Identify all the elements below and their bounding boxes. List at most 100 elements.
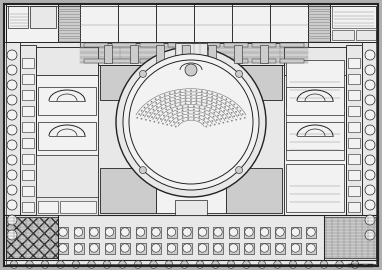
Circle shape [220, 118, 222, 120]
Bar [36, 155, 98, 215]
Bar [197, 243, 207, 254]
Circle shape [160, 118, 162, 120]
Circle shape [178, 122, 180, 124]
Circle shape [215, 109, 217, 110]
Circle shape [7, 215, 17, 225]
Circle shape [164, 94, 166, 96]
Circle shape [213, 116, 214, 117]
Circle shape [365, 110, 375, 120]
Bar [22, 90, 34, 100]
Bar [84, 59, 108, 63]
Circle shape [240, 118, 241, 120]
Circle shape [202, 122, 204, 124]
Circle shape [185, 93, 186, 95]
Circle shape [193, 112, 195, 113]
Circle shape [235, 111, 237, 113]
Bar [140, 43, 164, 47]
Circle shape [365, 200, 375, 210]
Circle shape [180, 103, 181, 105]
Bar [358, 264, 363, 267]
Circle shape [181, 261, 188, 268]
Circle shape [88, 261, 95, 268]
Bar [270, 4, 308, 42]
Circle shape [199, 109, 200, 111]
Circle shape [167, 244, 176, 252]
Circle shape [26, 261, 33, 268]
Circle shape [289, 261, 297, 268]
Circle shape [165, 109, 167, 110]
Circle shape [196, 96, 197, 98]
Bar [228, 227, 238, 238]
Bar [182, 45, 190, 63]
Circle shape [179, 93, 181, 95]
Bar [105, 227, 115, 238]
Circle shape [182, 106, 183, 108]
Circle shape [204, 107, 206, 109]
Circle shape [169, 96, 171, 98]
Circle shape [105, 244, 114, 252]
Bar [22, 58, 34, 68]
Bar [332, 6, 376, 28]
Bar [197, 227, 207, 238]
Circle shape [185, 99, 186, 101]
Circle shape [57, 261, 64, 268]
Circle shape [190, 99, 192, 101]
Bar [112, 59, 136, 63]
Bar [332, 30, 354, 40]
Circle shape [365, 80, 375, 90]
Circle shape [136, 244, 145, 252]
Bar [244, 243, 254, 254]
Bar [280, 43, 304, 47]
Circle shape [274, 261, 281, 268]
Bar [348, 106, 360, 116]
Circle shape [210, 125, 211, 126]
Circle shape [174, 94, 176, 96]
Bar [38, 201, 58, 213]
Bar [22, 122, 34, 132]
Circle shape [172, 113, 173, 115]
Circle shape [206, 101, 208, 103]
Bar [348, 264, 353, 267]
Circle shape [244, 117, 246, 119]
Bar [228, 243, 238, 254]
Bar [80, 4, 118, 42]
Bar [232, 4, 270, 42]
Bar [182, 243, 192, 254]
Circle shape [179, 90, 181, 92]
Circle shape [206, 91, 208, 93]
Bar [22, 170, 34, 180]
Circle shape [183, 244, 191, 252]
Circle shape [216, 101, 218, 103]
Bar [330, 4, 378, 42]
Bar [60, 201, 96, 213]
Circle shape [166, 124, 168, 126]
Circle shape [7, 65, 17, 75]
Circle shape [307, 244, 315, 252]
Circle shape [185, 90, 186, 92]
Circle shape [185, 64, 197, 76]
Circle shape [121, 244, 129, 252]
Bar [286, 87, 344, 115]
Circle shape [164, 97, 166, 99]
Circle shape [136, 228, 145, 236]
Circle shape [365, 50, 375, 60]
Circle shape [214, 228, 222, 236]
Bar [22, 154, 34, 164]
Circle shape [320, 261, 328, 268]
Circle shape [154, 121, 155, 123]
Circle shape [231, 112, 233, 114]
Bar [98, 43, 284, 65]
Circle shape [231, 120, 233, 122]
Circle shape [141, 118, 142, 120]
Circle shape [307, 228, 315, 236]
Circle shape [245, 228, 253, 236]
Circle shape [198, 244, 207, 252]
Bar [252, 59, 276, 63]
Circle shape [365, 65, 375, 75]
Circle shape [7, 110, 17, 120]
Bar [36, 47, 98, 215]
Bar [104, 45, 112, 63]
Circle shape [211, 92, 213, 94]
Circle shape [291, 244, 300, 252]
Circle shape [187, 115, 189, 117]
